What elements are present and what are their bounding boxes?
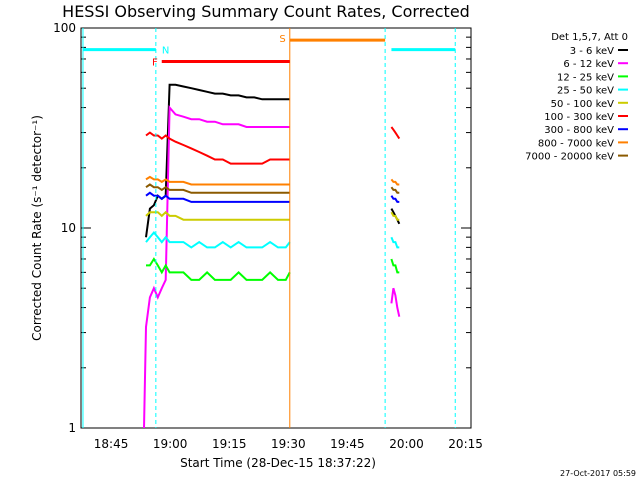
- x-tick-label: 19:15: [212, 437, 247, 451]
- y-tick-label: 10: [61, 221, 76, 235]
- series-line-6: [390, 195, 400, 203]
- x-tick-label: 19:45: [330, 437, 365, 451]
- series-line-3: [390, 236, 400, 249]
- series-line-5: [390, 126, 401, 140]
- series-line-4: [390, 211, 400, 221]
- series-line-4: [145, 210, 290, 221]
- plot-frame: [80, 27, 472, 429]
- legend-label: 800 - 7000 keV: [538, 138, 614, 149]
- annotation-s: S: [279, 34, 285, 45]
- legend-label: 12 - 25 keV: [557, 72, 614, 83]
- annotation-n: N: [162, 46, 169, 57]
- annotation-f: F: [152, 57, 158, 68]
- chart-title: HESSI Observing Summary Count Rates, Cor…: [62, 2, 470, 21]
- legend-label: 7000 - 20000 keV: [525, 152, 614, 163]
- series-line-6: [145, 191, 290, 203]
- legend-label: 100 - 300 keV: [544, 112, 614, 123]
- legend-title: Det 1,5,7, Att 0: [551, 32, 628, 43]
- x-tick-label: 20:15: [448, 437, 483, 451]
- x-tick-label: 18:45: [94, 437, 129, 451]
- legend-label: 3 - 6 keV: [570, 46, 614, 57]
- y-tick-label: 1: [68, 421, 76, 435]
- series-line-3: [145, 230, 291, 249]
- x-tick-label: 19:00: [153, 437, 188, 451]
- legend-label: 25 - 50 keV: [557, 86, 614, 97]
- y-tick-label: 100: [53, 21, 76, 35]
- series-line-1: [143, 104, 290, 428]
- plot-area: 1 10 100 18:45 19:00 19:15 19:30 19:45 20:00 20:1…: [53, 21, 483, 451]
- legend-label: 6 - 12 keV: [563, 59, 614, 70]
- series-line-2: [146, 257, 291, 281]
- series-line-7: [390, 178, 400, 186]
- x-tick-label: 19:30: [271, 437, 306, 451]
- legend-label: 300 - 800 keV: [544, 125, 614, 136]
- legend: Det 1,5,7, Att 0 3 - 6 keV 6 - 12 keV 12 - …: [525, 32, 628, 163]
- legend-label: 50 - 100 keV: [551, 99, 615, 110]
- series-line-5: [145, 131, 290, 165]
- series-line-8: [390, 186, 400, 194]
- series-line-7: [145, 175, 290, 186]
- series-line-8: [145, 183, 290, 194]
- series-group: [82, 28, 456, 428]
- y-axis-label: Corrected Count Rate (s⁻¹ detector⁻¹): [30, 115, 44, 341]
- footer-timestamp: 27-Oct-2017 05:59: [560, 469, 636, 478]
- series-line-2: [390, 258, 400, 274]
- series-line-1: [390, 287, 401, 317]
- x-axis-label: Start Time (28-Dec-15 18:37:22): [180, 456, 376, 470]
- x-tick-label: 20:00: [389, 437, 424, 451]
